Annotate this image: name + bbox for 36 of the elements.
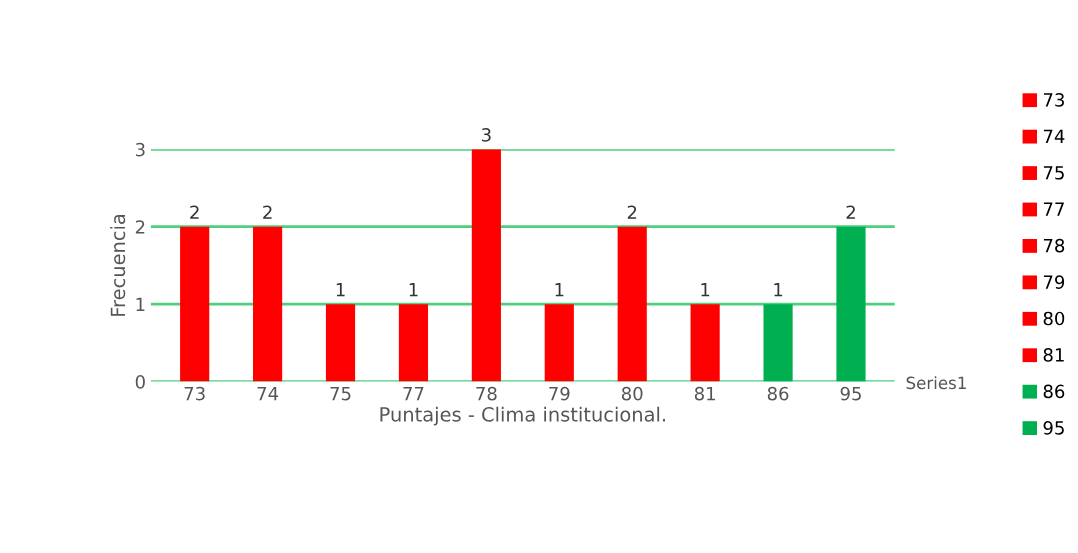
legend-label: 95 (1043, 420, 1064, 435)
legend-label: 78 (1043, 238, 1065, 253)
data-label: 2 (627, 205, 637, 219)
x-tick-label: 80 (621, 386, 643, 401)
legend-label: 81 (1043, 348, 1064, 362)
legend-label: 73 (1043, 93, 1064, 107)
legend-label: 77 (1043, 202, 1064, 216)
data-label: 1 (336, 283, 345, 297)
y-axis-title: Frecuencia (110, 214, 126, 316)
legend-label: 75 (1043, 166, 1064, 180)
data-label: 1 (555, 283, 564, 297)
data-label: 2 (846, 205, 855, 219)
y-tick-label: 3 (135, 142, 145, 157)
data-label: 3 (482, 127, 491, 142)
y-tick-label: 2 (135, 220, 145, 234)
x-tick-label: 74 (257, 386, 279, 401)
data-label: 2 (263, 205, 272, 219)
text: Series1 (906, 376, 966, 390)
data-label: 1 (774, 283, 783, 297)
y-tick-label: 1 (136, 297, 145, 312)
x-tick-label: 86 (767, 386, 789, 401)
x-axis-title: Puntajes - Clima institucional. (380, 406, 665, 426)
x-tick-label: 79 (549, 386, 570, 401)
legend-label: 74 (1043, 129, 1065, 143)
x-tick-label: 81 (694, 386, 715, 401)
x-tick-label: 95 (840, 386, 861, 401)
x-tick-label: 73 (184, 386, 205, 401)
y-tick-label: 0 (135, 375, 145, 389)
legend-label: 79 (1043, 275, 1065, 289)
data-label: 1 (701, 283, 710, 297)
data-label: 2 (190, 205, 199, 219)
legend-label: 80 (1043, 311, 1065, 326)
x-tick-label: 78 (476, 386, 497, 401)
data-label: 1 (409, 283, 418, 297)
x-tick-label: 77 (403, 386, 424, 401)
x-tick-label: 75 (330, 386, 351, 401)
